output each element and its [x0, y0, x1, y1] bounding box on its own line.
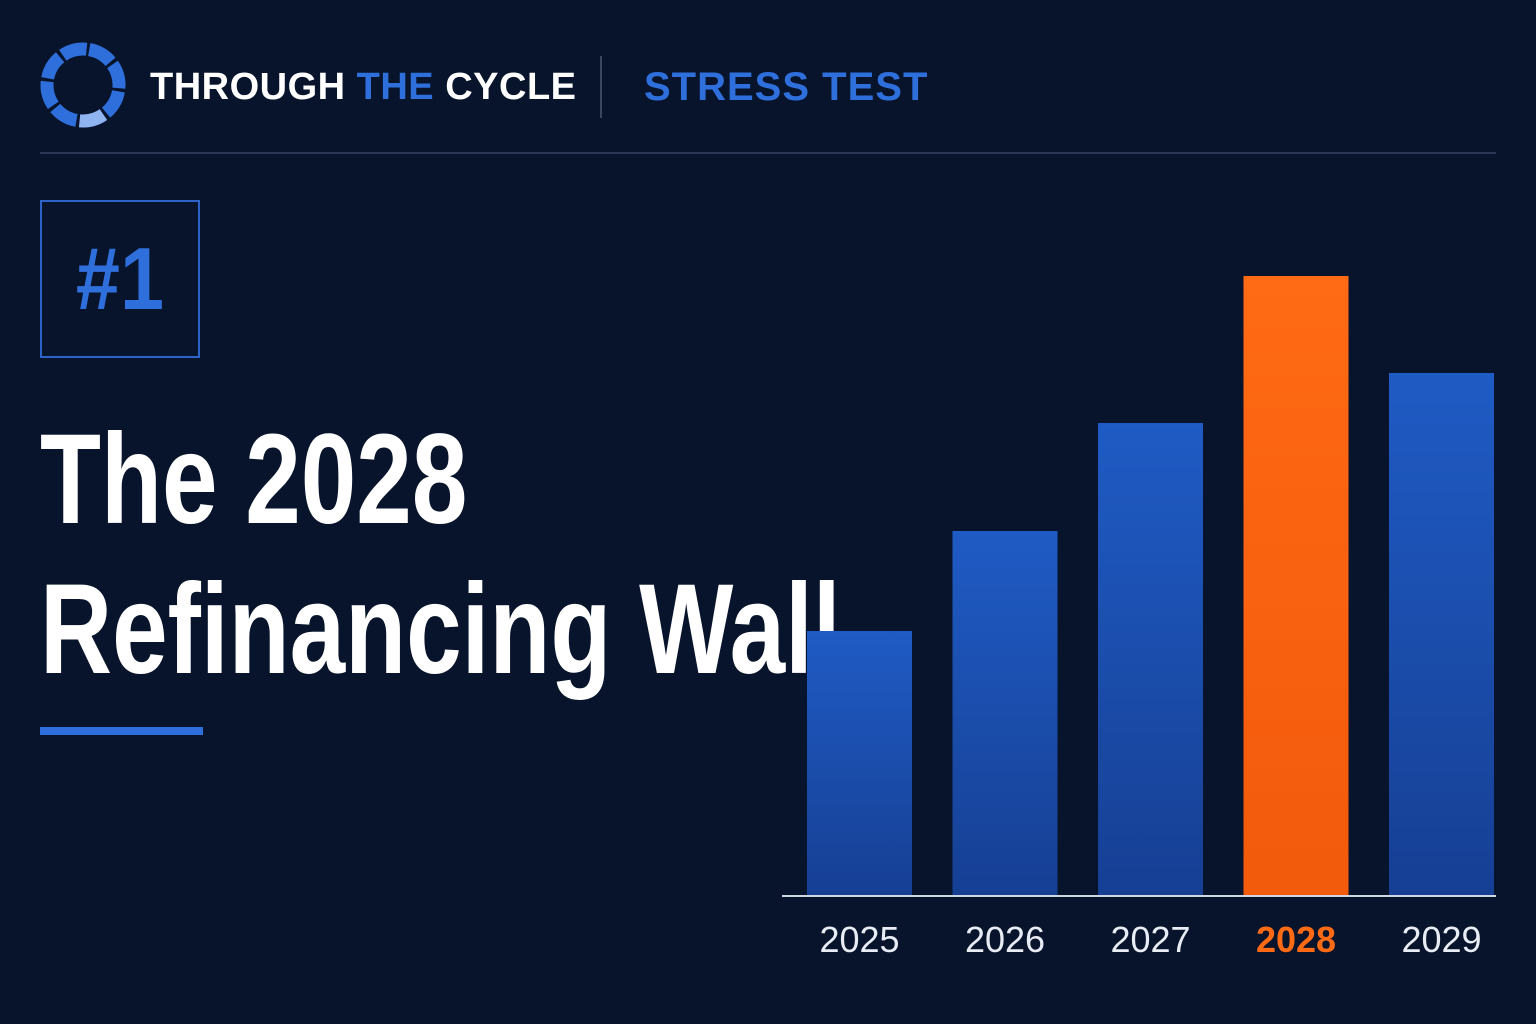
rank-badge-label: #1: [75, 229, 165, 328]
brand-name: THROUGH THE CYCLE: [150, 62, 577, 112]
bar-chart: 2025 2026 2027 2028 2029: [782, 276, 1496, 960]
brand-name-part-1: THROUGH: [150, 66, 357, 108]
brand-name-part-3: CYCLE: [434, 66, 577, 108]
page-title: The 2028 Refinancing Wall: [40, 405, 841, 705]
section-label: STRESS TEST: [644, 65, 929, 109]
segmented-ring-icon: [40, 42, 126, 128]
page-title-line-1: The 2028: [40, 408, 468, 551]
bar-2027: [1098, 423, 1203, 896]
header-divider: [600, 56, 602, 118]
title-underline: [40, 727, 203, 735]
x-tick-label-2027: 2027: [1110, 919, 1190, 960]
x-tick-label-2026: 2026: [965, 919, 1045, 960]
page-title-line-2: Refinancing Wall: [40, 558, 841, 701]
x-tick-label-2025: 2025: [819, 919, 899, 960]
x-tick-label-2028: 2028: [1256, 919, 1336, 960]
x-tick-label-2029: 2029: [1401, 919, 1481, 960]
bar-2029: [1389, 373, 1494, 896]
bar-2028: [1243, 276, 1349, 896]
header: THROUGH THE CYCLE STRESS TEST: [0, 0, 1536, 153]
brand-name-accent: THE: [356, 66, 435, 108]
bar-2025: [807, 631, 912, 896]
header-rule: [40, 152, 1496, 154]
rank-badge: #1: [40, 200, 200, 358]
bar-2026: [952, 531, 1058, 896]
